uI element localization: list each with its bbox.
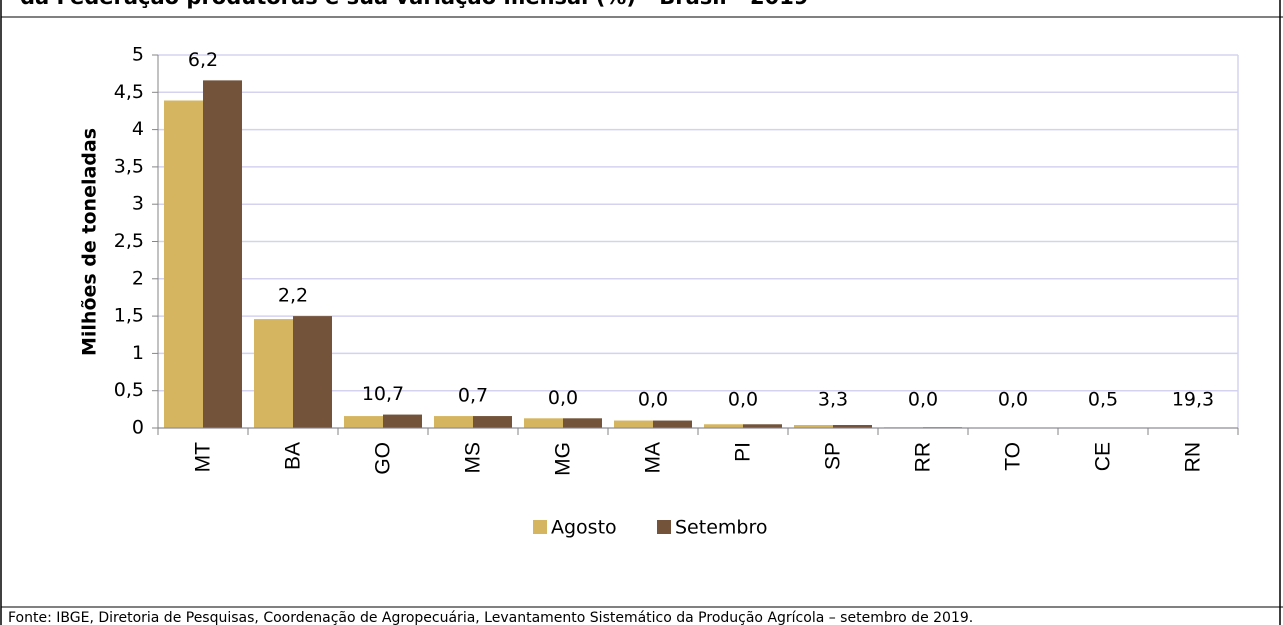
x-tick-label: CE <box>1092 442 1115 471</box>
y-tick-label: 4,5 <box>114 81 144 103</box>
annotation: 0,5 <box>1088 389 1118 411</box>
annotation: 0,0 <box>728 389 758 411</box>
bar <box>614 420 653 428</box>
bar <box>794 425 833 428</box>
bar <box>473 416 512 428</box>
bar <box>344 416 383 428</box>
annotation: 10,7 <box>362 383 404 405</box>
bar <box>653 420 692 428</box>
annotation: 0,7 <box>458 385 488 407</box>
bar <box>743 424 782 428</box>
annotation: 19,3 <box>1172 389 1214 411</box>
bar <box>563 418 602 428</box>
bar <box>293 316 332 428</box>
y-tick-label: 3 <box>132 193 144 215</box>
bar <box>704 424 743 428</box>
x-tick-label: RR <box>912 442 935 472</box>
bar <box>383 414 422 428</box>
bar <box>434 416 473 428</box>
y-tick-label: 3,5 <box>114 155 144 177</box>
y-tick-label: 0 <box>132 417 144 439</box>
legend-swatch <box>657 520 671 534</box>
x-tick-label: BA <box>282 442 305 470</box>
y-tick-label: 5 <box>132 44 144 66</box>
bar <box>164 100 203 429</box>
annotation: 6,2 <box>188 49 218 71</box>
bar <box>203 80 242 428</box>
x-tick-label: GO <box>372 442 395 475</box>
y-tick-label: 1,5 <box>114 305 144 327</box>
y-axis-label: Milhões de toneladas <box>79 128 101 356</box>
x-tick-label: RN <box>1182 442 1205 472</box>
legend-swatch <box>533 520 547 534</box>
x-tick-label: MS <box>462 442 485 474</box>
annotation: 0,0 <box>638 389 668 411</box>
y-tick-label: 2 <box>132 267 144 289</box>
y-tick-label: 1 <box>132 342 144 364</box>
annotation: 0,0 <box>998 389 1028 411</box>
x-tick-label: MT <box>192 442 215 472</box>
annotation: 0,0 <box>908 389 938 411</box>
x-tick-label: SP <box>822 442 845 470</box>
y-tick-label: 0,5 <box>114 379 144 401</box>
x-tick-label: TO <box>1002 442 1025 471</box>
legend-label: Agosto <box>551 517 617 539</box>
y-tick-label: 4 <box>132 118 144 140</box>
chart-title: da Federação produtoras e sua variação m… <box>20 0 808 9</box>
legend-label: Setembro <box>675 517 767 539</box>
source: Fonte: IBGE, Diretoria de Pesquisas, Coo… <box>8 610 973 625</box>
y-tick-label: 2,5 <box>114 230 144 252</box>
x-tick-label: PI <box>732 442 755 462</box>
x-tick-label: MA <box>642 442 665 474</box>
annotation: 0,0 <box>548 387 578 409</box>
bar <box>524 418 563 428</box>
x-tick-label: MG <box>552 442 575 476</box>
annotation: 3,3 <box>818 389 848 411</box>
bar <box>833 425 872 428</box>
annotation: 2,2 <box>278 285 308 307</box>
bar <box>254 319 293 428</box>
